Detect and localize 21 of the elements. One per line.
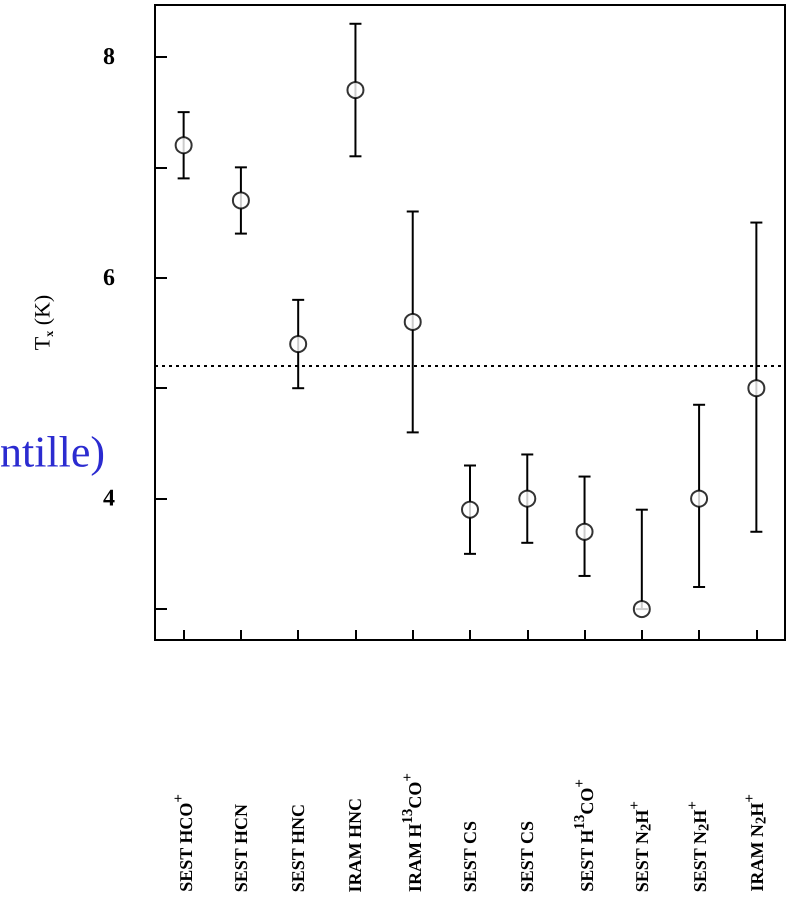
y-tick-label: 6 <box>103 264 115 291</box>
point <box>232 191 250 210</box>
x-tick-label: SEST CS <box>517 820 538 892</box>
x-tick-label: SEST CS <box>460 820 480 892</box>
point <box>747 379 766 398</box>
point <box>632 600 651 618</box>
point <box>690 490 708 508</box>
point <box>346 81 364 100</box>
x-tick-label: SEST HCN <box>230 804 251 892</box>
x-tick-label: SEST HNC <box>288 804 308 892</box>
point <box>289 335 308 354</box>
text: ntille) <box>0 428 106 476</box>
point <box>404 312 422 331</box>
x-tick-label: IRAM HNC <box>345 798 366 892</box>
y-tick-label: 8 <box>103 44 115 70</box>
y-axis-title: Tx (K) <box>30 294 56 350</box>
y-tick-label: 4 <box>103 486 115 512</box>
point <box>576 522 594 541</box>
point <box>461 500 479 519</box>
point <box>174 136 193 154</box>
point <box>518 490 536 508</box>
